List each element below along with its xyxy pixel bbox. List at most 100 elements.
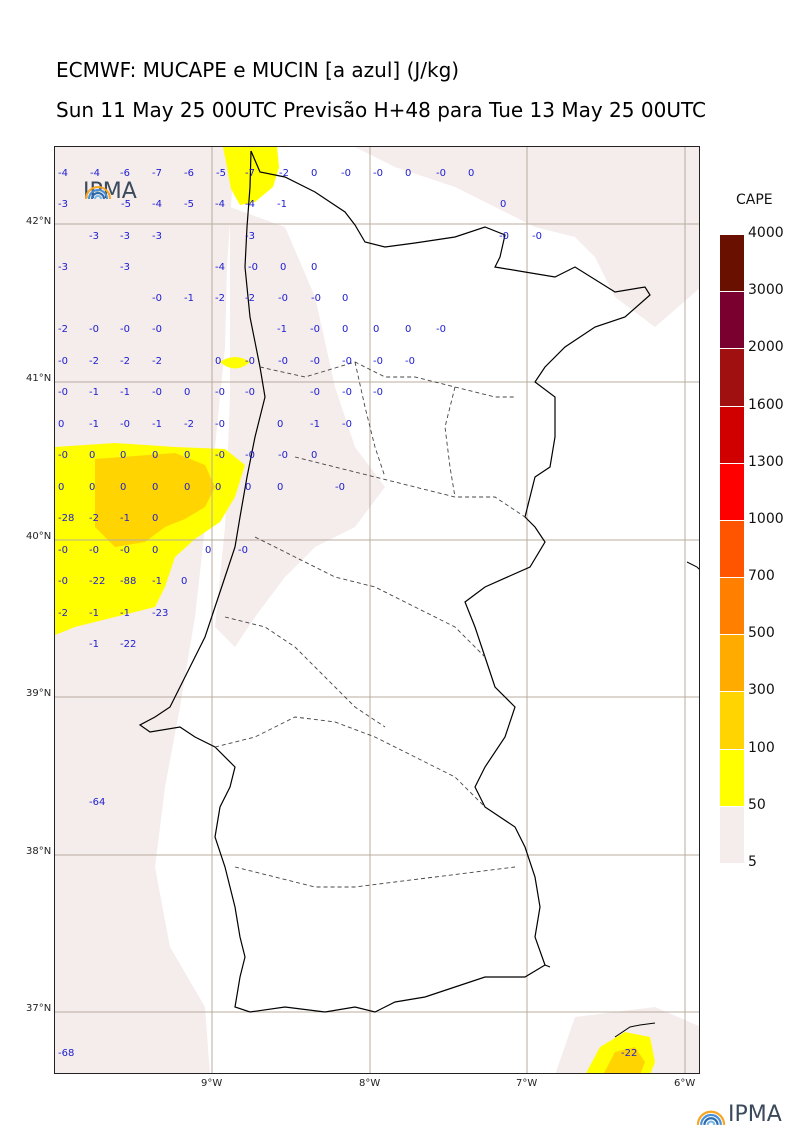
cape-shading-north: [355, 147, 699, 327]
longitude-label: 9°W: [201, 1078, 223, 1089]
mucin-value: -7: [245, 168, 255, 179]
colorbar-label: 1600: [748, 396, 784, 413]
mucin-value: -0: [278, 450, 288, 461]
colorbar-title: CAPE: [736, 192, 773, 208]
latitude-label: 39°N: [26, 688, 52, 699]
mucin-value: -0: [248, 262, 258, 273]
mucin-value: 0: [215, 482, 222, 493]
map-canvas: [55, 147, 699, 1073]
ipma-logo-map: IPMA: [83, 179, 137, 204]
mucin-value: -1: [310, 419, 320, 430]
mucin-value: -22: [89, 576, 106, 587]
mucin-value: 0: [373, 324, 380, 335]
mucin-value: -4: [245, 199, 255, 210]
mucin-value: -3: [120, 262, 130, 273]
mucin-value: -1: [89, 608, 99, 619]
mucin-value: 0: [181, 576, 188, 587]
mucin-value: -2: [279, 168, 289, 179]
latitude-label: 37°N: [26, 1003, 52, 1014]
colorbar-swatch: [720, 805, 744, 863]
mucin-value: -0: [58, 387, 68, 398]
mucin-value: -1: [89, 387, 99, 398]
colorbar-swatch: [720, 462, 744, 520]
colorbar-swatch: [720, 519, 744, 578]
spain-border: [250, 150, 651, 966]
longitude-label: 6°W: [674, 1078, 696, 1089]
mucin-value: -2: [184, 419, 194, 430]
colorbar-swatch: [720, 348, 744, 406]
mucin-value: -0: [120, 324, 130, 335]
map-panel: -4 -4 -6 -7 -6 -5 -7 -2 0 -0 -0 0 -0 0 -3 -5 -4 -5 -4 -4 -1 0…: [54, 146, 700, 1074]
colorbar-swatch: [720, 234, 744, 292]
mucin-value: -0: [245, 387, 255, 398]
cape-shading-coast: [215, 207, 385, 647]
mucin-value: 0: [120, 450, 127, 461]
ipma-footer-text: IPMA: [728, 1102, 782, 1127]
mucin-value: 0: [245, 482, 252, 493]
longitude-label: 7°W: [516, 1078, 538, 1089]
mucin-value: -0: [311, 293, 321, 304]
mucin-value: -0: [278, 293, 288, 304]
mucin-value: 0: [277, 482, 284, 493]
mucin-value: -2: [245, 293, 255, 304]
mucin-value: -0: [310, 387, 320, 398]
mucin-value: -0: [310, 324, 320, 335]
mucin-value: -4: [215, 262, 225, 273]
chart-title: ECMWF: MUCAPE e MUCIN [a azul] (J/kg): [56, 58, 460, 82]
mucin-value: -6: [184, 168, 194, 179]
mucin-value: 0: [342, 293, 349, 304]
ipma-rainbow-icon: [85, 186, 111, 200]
mucin-value: -0: [152, 387, 162, 398]
mucin-value: 0: [152, 482, 159, 493]
mucin-value: -0: [89, 324, 99, 335]
mucin-value: -88: [120, 576, 137, 587]
mucin-value: 0: [58, 419, 65, 430]
mucin-value: -0: [245, 356, 255, 367]
mucin-value: -2: [215, 293, 225, 304]
colorbar-swatch: [720, 291, 744, 349]
mucin-value: -0: [341, 168, 351, 179]
colorbar-swatch: [720, 405, 744, 463]
colorbar-label: 700: [748, 568, 775, 585]
mucin-value: -1: [277, 324, 287, 335]
mucin-value: 0: [468, 168, 475, 179]
mucin-value: -1: [120, 387, 130, 398]
mucin-value: -0: [89, 545, 99, 556]
cape-yellow-small: [220, 357, 250, 369]
colorbar-swatch: [720, 577, 744, 635]
mucin-value: -0: [532, 231, 542, 242]
mucin-value: -3: [58, 199, 68, 210]
mucin-value: -2: [89, 356, 99, 367]
mucin-value: -1: [120, 513, 130, 524]
mucin-value: -3: [152, 231, 162, 242]
mucin-value: 0: [152, 450, 159, 461]
mucin-value: 0: [120, 482, 127, 493]
mucin-value: -0: [215, 387, 225, 398]
mucin-value: -3: [245, 231, 255, 242]
mucin-value: -0: [310, 356, 320, 367]
mucin-value: 0: [311, 450, 318, 461]
mucin-value: 0: [500, 199, 507, 210]
spain-fragment-right: [686, 561, 699, 570]
latitude-label: 42°N: [26, 216, 52, 227]
mucin-value: 0: [205, 545, 212, 556]
ipma-logo-footer: IPMA: [694, 1102, 782, 1127]
mucin-value: -5: [121, 199, 131, 210]
mucin-value: -4: [215, 199, 225, 210]
colorbar-label: 3000: [748, 282, 784, 299]
mucin-value: -2: [152, 356, 162, 367]
mucin-value: -0: [58, 356, 68, 367]
mucin-value: -0: [120, 545, 130, 556]
mucin-value: -2: [58, 324, 68, 335]
mucin-value: -0: [278, 356, 288, 367]
ipma-footer-rainbow-icon: [696, 1110, 726, 1125]
mucin-value: -22: [120, 639, 137, 650]
mucin-value: -1: [89, 419, 99, 430]
mucin-value: -1: [152, 576, 162, 587]
mucin-value: -0: [58, 450, 68, 461]
cape-gold-west: [95, 453, 215, 547]
colorbar-swatch: [720, 691, 744, 749]
mucin-value: -0: [58, 545, 68, 556]
mucin-value: 0: [152, 545, 159, 556]
mucin-value: -0: [373, 387, 383, 398]
